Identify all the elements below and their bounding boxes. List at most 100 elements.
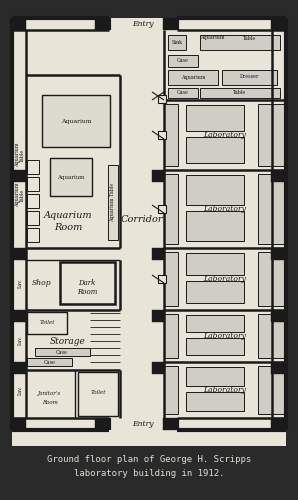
Bar	[60, 262, 115, 304]
Bar	[12, 18, 26, 30]
Bar	[164, 104, 178, 166]
Bar	[258, 252, 284, 306]
Text: Lav.: Lav.	[18, 335, 23, 345]
Text: Aquarium
Table: Aquarium Table	[15, 143, 25, 167]
Text: Lav.: Lav.	[18, 385, 23, 395]
Bar	[158, 205, 166, 213]
Text: Laboratory: Laboratory	[204, 205, 246, 213]
Bar	[27, 358, 72, 366]
Bar	[258, 104, 284, 166]
Text: Aquarium: Aquarium	[61, 118, 91, 124]
Bar	[152, 170, 164, 182]
Text: Entry: Entry	[132, 420, 154, 428]
Text: Shop: Shop	[32, 279, 52, 287]
Text: Dresser: Dresser	[239, 74, 259, 80]
Text: Laboratory: Laboratory	[204, 275, 246, 283]
Text: Sink: Sink	[171, 40, 183, 44]
Text: Case: Case	[56, 350, 68, 354]
Text: Table: Table	[233, 90, 247, 96]
Bar	[186, 392, 244, 411]
Bar	[27, 228, 39, 242]
Bar	[186, 281, 244, 303]
Bar	[27, 312, 67, 334]
Bar	[258, 174, 284, 244]
Text: Toilet: Toilet	[90, 390, 106, 396]
Bar	[12, 362, 26, 374]
Bar	[12, 418, 26, 430]
Bar	[158, 95, 166, 103]
Bar	[95, 18, 109, 30]
Bar	[163, 418, 177, 430]
Bar	[27, 177, 39, 191]
Bar	[12, 310, 26, 322]
Bar	[95, 418, 109, 430]
Bar	[78, 372, 118, 416]
Bar	[164, 314, 178, 358]
Text: Room: Room	[42, 400, 58, 406]
Text: Room: Room	[77, 288, 97, 296]
Text: Room: Room	[54, 224, 82, 232]
Bar	[27, 211, 39, 225]
Text: Ground floor plan of George H. Scripps: Ground floor plan of George H. Scripps	[47, 456, 251, 464]
Bar	[168, 35, 186, 50]
Bar	[158, 275, 166, 283]
Bar	[186, 253, 244, 275]
Bar	[12, 248, 26, 260]
Bar	[168, 88, 198, 98]
Bar	[168, 55, 198, 67]
Text: Laboratory: Laboratory	[204, 332, 246, 340]
Bar	[152, 310, 164, 322]
Bar	[200, 35, 280, 50]
Bar	[200, 88, 280, 98]
Bar	[158, 131, 166, 139]
Bar	[152, 362, 164, 374]
Text: Laboratory: Laboratory	[204, 131, 246, 139]
Text: Aquarium
Table: Aquarium Table	[15, 182, 25, 207]
Bar	[222, 70, 277, 85]
Bar	[186, 315, 244, 332]
Bar	[12, 18, 286, 446]
Bar	[164, 174, 178, 244]
Bar	[186, 175, 244, 205]
Text: Aquarium: Aquarium	[181, 74, 205, 80]
Bar	[50, 158, 92, 196]
Bar	[271, 18, 286, 30]
Bar	[152, 248, 164, 260]
Text: Entry: Entry	[132, 20, 154, 28]
Bar	[27, 160, 39, 174]
Text: Aquarium Table: Aquarium Table	[111, 182, 116, 222]
Bar	[258, 314, 284, 358]
Bar	[27, 194, 39, 208]
Bar	[271, 248, 286, 260]
Bar	[186, 105, 244, 131]
Text: Toilet: Toilet	[39, 320, 55, 326]
Text: Dark: Dark	[78, 279, 96, 287]
Text: Laboratory: Laboratory	[204, 386, 246, 394]
Bar	[168, 70, 218, 85]
Text: Storage: Storage	[50, 338, 86, 346]
Bar	[164, 252, 178, 306]
Bar	[186, 137, 244, 163]
Bar	[164, 366, 178, 414]
Bar	[258, 366, 284, 414]
Text: laboratory building in 1912.: laboratory building in 1912.	[74, 470, 224, 478]
Bar	[271, 170, 286, 182]
Bar	[42, 95, 110, 147]
Text: Table: Table	[243, 36, 257, 41]
Bar	[186, 338, 244, 355]
Bar	[108, 165, 118, 240]
Text: Lav.: Lav.	[18, 278, 23, 288]
Bar	[186, 211, 244, 241]
Text: Janitor's: Janitor's	[38, 390, 62, 396]
Bar	[271, 418, 286, 430]
Text: Corridor: Corridor	[121, 216, 163, 224]
Bar	[271, 310, 286, 322]
Text: Case: Case	[177, 58, 189, 64]
Bar	[186, 367, 244, 386]
Bar	[35, 348, 90, 356]
Bar	[271, 362, 286, 374]
Text: Aquarium: Aquarium	[57, 174, 85, 180]
Text: Aquarium: Aquarium	[200, 36, 224, 41]
Text: Case: Case	[44, 360, 56, 364]
Text: Aquarium: Aquarium	[44, 210, 92, 220]
